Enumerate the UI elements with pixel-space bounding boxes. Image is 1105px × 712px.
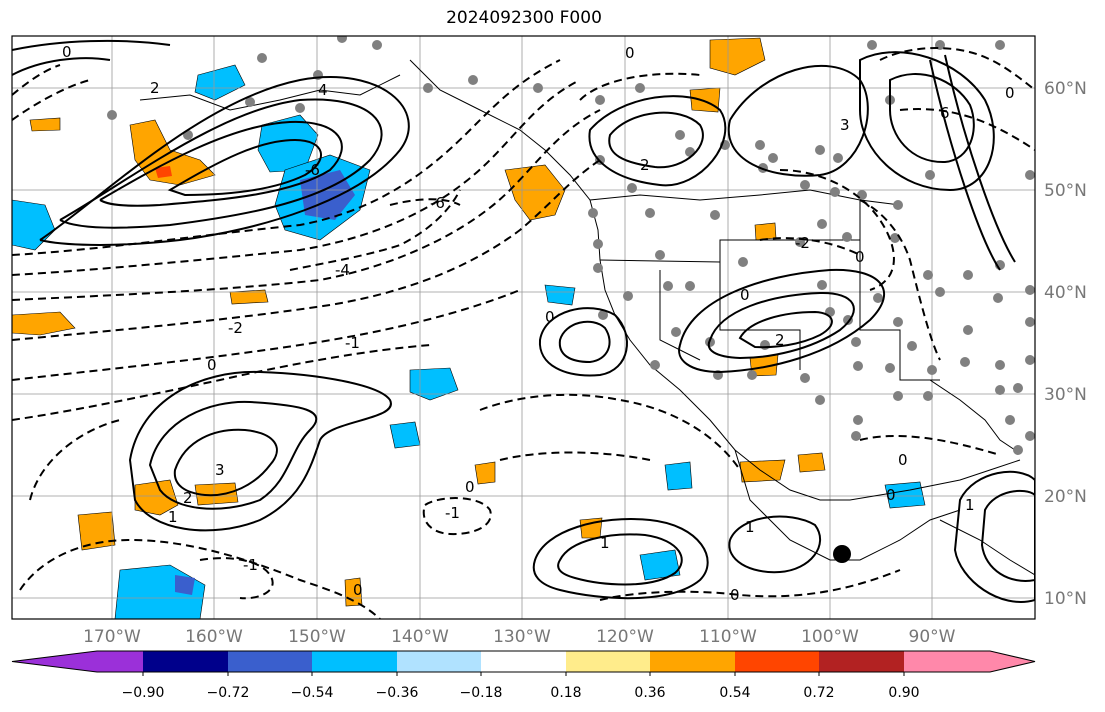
storm-marker — [833, 545, 851, 563]
contour-label: 0 — [353, 581, 363, 599]
plot-frame — [11, 35, 1036, 620]
lon-label: 150°W — [288, 627, 346, 647]
colorbar-tick-label: 0.36 — [634, 685, 665, 701]
lon-label: 90°W — [909, 627, 956, 647]
colorbar-segment — [566, 651, 650, 672]
colorbar-segment — [819, 651, 904, 672]
contour-label: 0 — [625, 44, 635, 62]
contour-label: 0 — [207, 356, 217, 374]
lat-label: 60°N — [1044, 79, 1087, 99]
colorbar-segment — [735, 651, 819, 672]
contour-label: 0 — [886, 486, 896, 504]
lat-label: 50°N — [1044, 181, 1087, 201]
lon-label: 120°W — [596, 627, 654, 647]
colorbar-outline — [11, 650, 1036, 673]
lon-label: 130°W — [493, 627, 551, 647]
contour-label: 0 — [730, 586, 740, 604]
colorbar-segment — [904, 651, 1035, 672]
lon-label: 110°W — [699, 627, 757, 647]
contour-label: 0 — [855, 248, 865, 266]
contour-label: 0 — [62, 43, 72, 61]
contour-label: 2 — [150, 79, 160, 97]
colorbar-tick-label: −0.90 — [122, 685, 165, 701]
longitude-axis: 170°W 160°W 150°W 140°W 130°W 120°W 110°… — [83, 627, 956, 647]
contour-label: 0 — [1005, 84, 1015, 102]
contour-label: 1 — [600, 534, 610, 552]
lon-label: 160°W — [185, 627, 243, 647]
colorbar-segment — [12, 651, 143, 672]
contour-label: 0 — [898, 451, 908, 469]
colorbar-labels: −0.90 −0.72 −0.54 −0.36 −0.18 0.18 0.36 … — [122, 685, 920, 701]
colorbar-tick-label: −0.72 — [207, 685, 250, 701]
lat-label: 10°N — [1044, 589, 1087, 609]
colorbar — [11, 650, 1036, 676]
colorbar-segment — [481, 651, 566, 672]
contour-label: 6 — [940, 104, 950, 122]
colorbar-tick-label: 0.18 — [550, 685, 581, 701]
contour-label: -1 — [243, 556, 258, 574]
colorbar-tick-label: 0.72 — [803, 685, 834, 701]
lon-label: 100°W — [801, 627, 859, 647]
lat-label: 30°N — [1044, 385, 1087, 405]
solid-contours — [12, 39, 1035, 603]
contour-label: 1 — [965, 496, 975, 514]
contour-label: 0 — [740, 286, 750, 304]
contour-label: -1 — [445, 504, 460, 522]
colorbar-tick-label: 0.90 — [888, 685, 919, 701]
colorbar-segment — [143, 651, 228, 672]
contour-label: 1 — [745, 518, 755, 536]
contour-label: -6 — [430, 194, 445, 212]
colorbar-tick-label: 0.54 — [719, 685, 750, 701]
colorbar-segment — [397, 651, 481, 672]
contour-label: -6 — [305, 161, 320, 179]
contour-label: 2 — [640, 156, 650, 174]
contour-label: 1 — [168, 508, 178, 526]
lat-label: 20°N — [1044, 487, 1087, 507]
dashed-contours — [12, 47, 1035, 619]
latitude-axis: 60°N 50°N 40°N 30°N 20°N 10°N — [1044, 79, 1087, 609]
coastlines — [139, 59, 1035, 576]
colorbar-tick-label: −0.18 — [460, 685, 503, 701]
map-title: 2024092300 F000 — [446, 8, 602, 28]
contour-label: 2 — [183, 489, 193, 507]
lat-label: 40°N — [1044, 283, 1087, 303]
contour-label: 0 — [545, 308, 555, 326]
colorbar-segment — [228, 651, 312, 672]
lon-label: 140°W — [391, 627, 449, 647]
contour-label: 0 — [465, 478, 475, 496]
colorbar-tick-label: −0.54 — [291, 685, 334, 701]
contour-label: 4 — [318, 81, 328, 99]
contour-label: -2 — [795, 234, 810, 252]
contour-label: 3 — [215, 461, 225, 479]
lon-label: 170°W — [83, 627, 141, 647]
colorbar-tick-label: −0.36 — [376, 685, 419, 701]
contour-label: -2 — [228, 319, 243, 337]
contour-label: -1 — [345, 334, 360, 352]
contour-label: -4 — [335, 261, 350, 279]
colorbar-segment — [650, 651, 735, 672]
colorbar-segment — [312, 651, 397, 672]
contour-labels: 0 2 4 -6 -6 -4 -2 -1 0 3 2 1 -1 -1 0 0 0… — [62, 43, 1015, 604]
contour-label: 3 — [840, 116, 850, 134]
contour-label: 2 — [775, 331, 785, 349]
